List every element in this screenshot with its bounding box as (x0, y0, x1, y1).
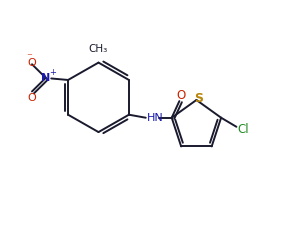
Text: +: + (49, 68, 56, 77)
Text: N: N (41, 73, 50, 83)
Text: O: O (28, 93, 36, 103)
Text: CH₃: CH₃ (88, 44, 107, 54)
Text: Cl: Cl (237, 123, 249, 136)
Text: S: S (194, 92, 203, 105)
Text: O: O (28, 58, 36, 68)
Text: ⁻: ⁻ (27, 53, 33, 63)
Text: O: O (176, 89, 185, 102)
Text: HN: HN (147, 113, 164, 123)
